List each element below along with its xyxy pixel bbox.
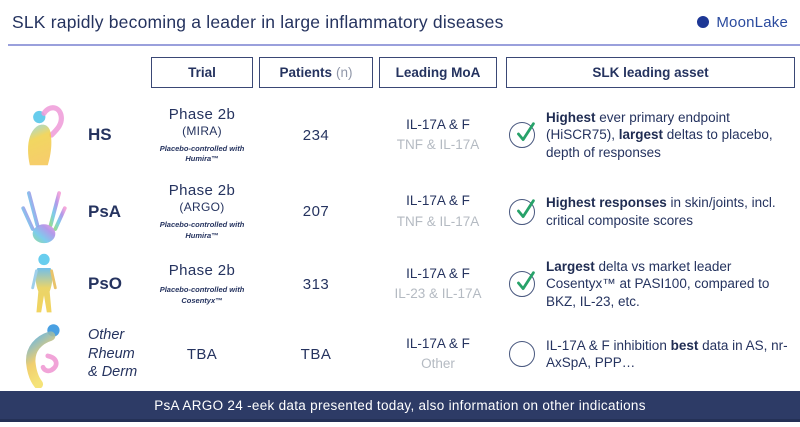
row-label: PsO: [88, 274, 123, 293]
trial-note: Placebo-controlled with Humira™: [159, 220, 245, 240]
footer-banner: PsA ARGO 24 -eek data presented today, a…: [0, 391, 800, 422]
moa-primary: IL-17A & F: [406, 116, 470, 132]
footer-text: PsA ARGO 24 -eek data presented today, a…: [154, 397, 646, 413]
trial-name: (ARGO): [179, 200, 225, 215]
asset-text: IL-17A & F inhibition best data in AS, n…: [546, 337, 788, 370]
empty-circle-icon: [509, 341, 535, 367]
patients-count: 234: [302, 126, 330, 144]
indications-table: Trial Patients (n) Leading MoA SLK leadi…: [0, 52, 800, 385]
moa-secondary: TNF & IL-17A: [396, 137, 480, 152]
column-header-patients: Patients (n): [259, 57, 373, 88]
table-row: PsA Phase 2b (ARGO) Placebo-controlled with…: [0, 175, 800, 248]
check-icon: [509, 121, 535, 148]
table-row: HS Phase 2b (MIRA) Placebo-controlled with …: [0, 95, 800, 175]
table-row: PsO Phase 2b Placebo-controlled with Cosen…: [0, 248, 800, 320]
hs-figure-icon: [15, 101, 73, 169]
trial-phase: Phase 2b: [168, 105, 236, 123]
moa-primary: IL-17A & F: [406, 335, 470, 351]
moonlake-logo-text: MoonLake: [716, 13, 788, 31]
column-header-patients-unit: (n): [336, 65, 353, 80]
trial-phase: Phase 2b: [168, 262, 236, 280]
trial-note: Placebo-controlled with Humira™: [159, 143, 245, 163]
row-label: HS: [88, 125, 112, 144]
moa-primary: IL-17A & F: [406, 265, 470, 281]
column-header-moa: Leading MoA: [379, 57, 497, 88]
header-divider: [8, 44, 800, 46]
check-icon: [509, 270, 535, 297]
other-figure-icon: [15, 320, 73, 388]
trial-note: Placebo-controlled with Cosentyx™: [159, 285, 245, 305]
moa-secondary: Other: [421, 356, 455, 371]
moonlake-logo: MoonLake: [697, 14, 788, 31]
psa-figure-icon: [15, 178, 73, 246]
table-header-row: Trial Patients (n) Leading MoA SLK leadi…: [0, 57, 800, 88]
table-body: HS Phase 2b (MIRA) Placebo-controlled with …: [0, 95, 800, 385]
asset-text: Highest responses in skin/joints, incl. …: [546, 195, 776, 228]
moa-secondary: TNF & IL-17A: [396, 213, 480, 229]
column-header-trial-label: Trial: [188, 65, 216, 80]
moonlake-ring-icon: [697, 16, 710, 28]
column-header-asset: SLK leading asset: [506, 57, 795, 88]
column-header-trial: Trial: [151, 57, 253, 88]
asset-text: Largest delta vs market leader Cosentyx™…: [546, 259, 770, 309]
slide-header: SLK rapidly becoming a leader in large i…: [0, 0, 800, 44]
row-label: Other Rheum & Derm: [88, 326, 138, 381]
page-title: SLK rapidly becoming a leader in large i…: [12, 11, 504, 32]
patients-count: TBA: [300, 345, 332, 363]
asset-text: Highest ever primary endpoint (HiSCR75),…: [546, 110, 773, 160]
patients-count: 313: [302, 275, 330, 293]
column-header-patients-label: Patients: [279, 65, 333, 80]
column-header-asset-label: SLK leading asset: [592, 65, 709, 80]
pso-figure-icon: [15, 250, 73, 318]
patients-count: 207: [302, 203, 330, 220]
moa-primary: IL-17A & F: [406, 193, 470, 209]
table-row: Other Rheum & Derm TBA TBA IL-17A & F Other I…: [0, 320, 800, 385]
trial-name: (MIRA): [182, 123, 222, 138]
check-icon: [509, 198, 535, 225]
trial-phase: Phase 2b: [168, 182, 236, 200]
row-label: PsA: [88, 201, 122, 221]
trial-phase: TBA: [186, 345, 218, 363]
moa-secondary: IL-23 & IL-17A: [394, 286, 482, 301]
column-header-moa-label: Leading MoA: [395, 65, 481, 80]
